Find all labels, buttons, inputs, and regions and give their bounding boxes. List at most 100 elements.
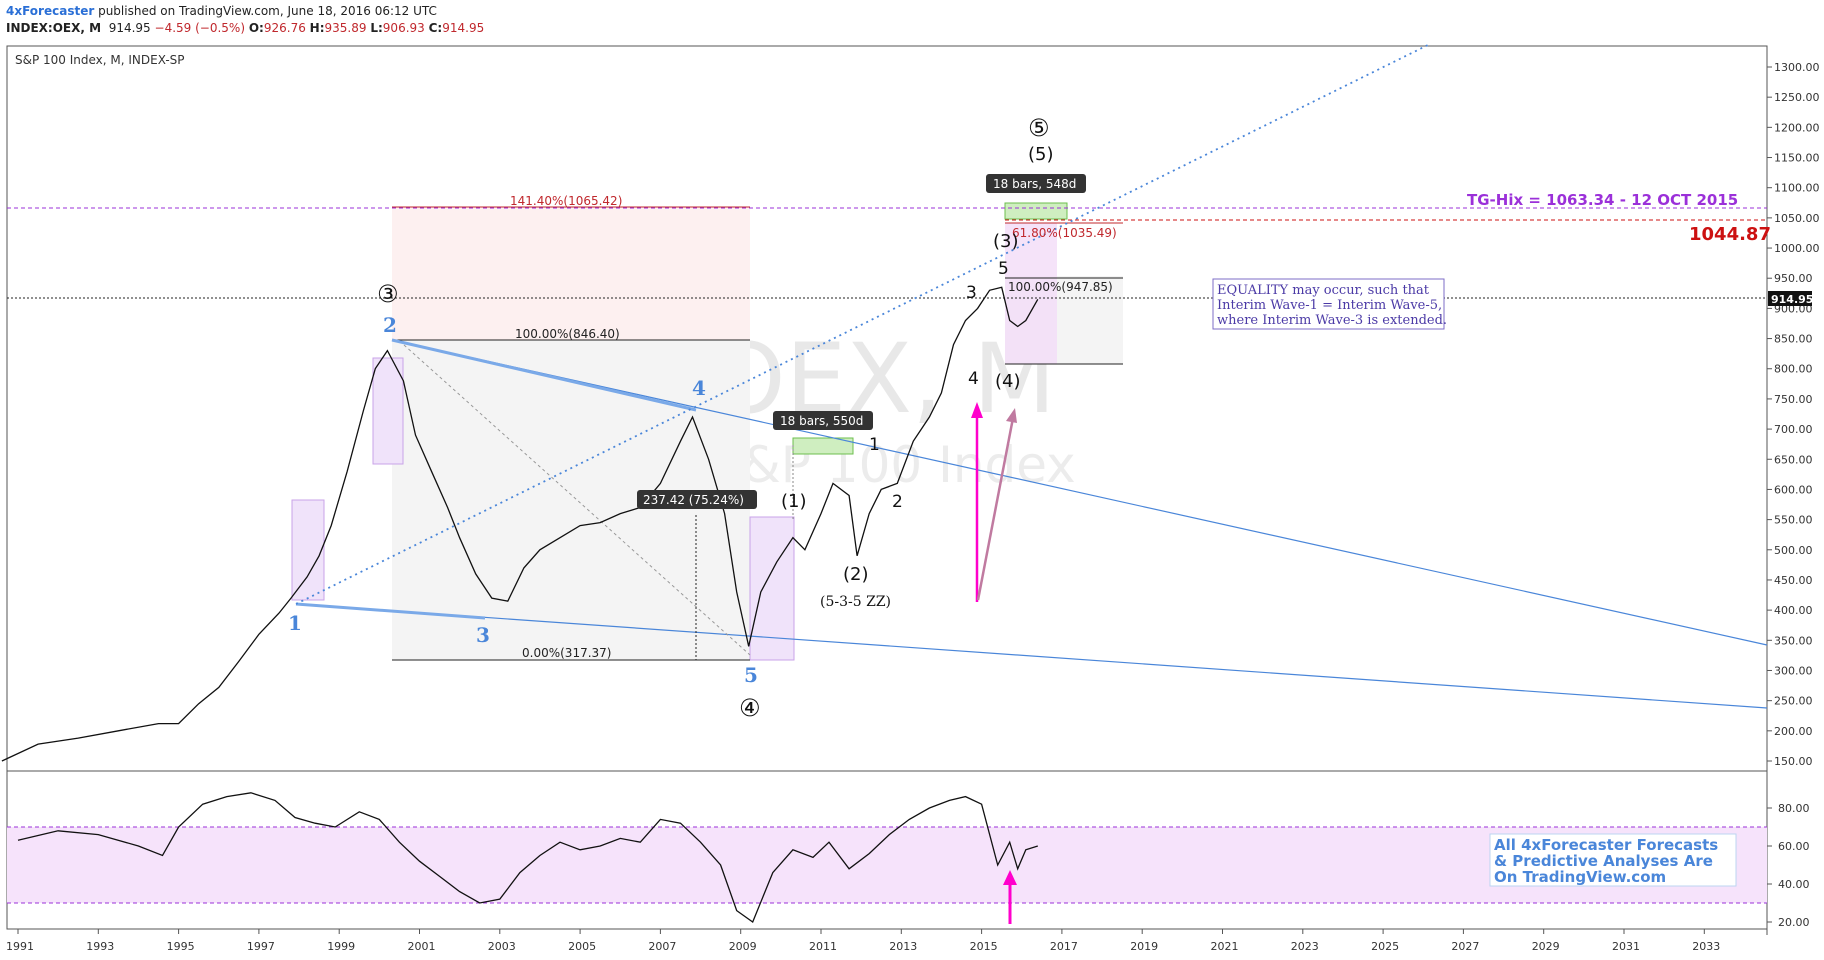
wave-small-4: 4 — [968, 369, 979, 389]
high-label: H: — [309, 21, 325, 35]
x-tick-label-16: 2023 — [1291, 940, 1319, 953]
wave-small-5: 5 — [998, 259, 1009, 279]
wave-label-1: 1 — [288, 611, 302, 635]
bars-callout-1-text: 18 bars, 550d — [780, 414, 863, 428]
x-tick-label-4: 1999 — [327, 940, 355, 953]
y-tick-label-13: 650.00 — [1774, 453, 1813, 466]
ohlc-header: INDEX:OEX, M 914.95 −4.59 (−0.5%) O:926.… — [6, 21, 484, 35]
y-tick-label-20: 300.00 — [1774, 664, 1813, 677]
wave-paren-2: (2) — [843, 564, 869, 585]
promo-box — [1489, 833, 1737, 887]
fib-100b-label: 100.00%(947.85) — [1008, 280, 1113, 294]
watermark-symbol: OEX, M — [710, 323, 1056, 435]
y-tick-label-6: 1000.00 — [1774, 242, 1820, 255]
y-tick-label-1: 1250.00 — [1774, 91, 1820, 104]
measure-callout-text: 237.42 (75.24%) — [643, 493, 744, 507]
x-tick-label-17: 2025 — [1371, 940, 1399, 953]
y-tick-label-0: 1300.00 — [1774, 61, 1820, 74]
last-price: 914.95 — [108, 21, 151, 35]
upper-trendline-bold — [391, 338, 697, 412]
x-tick-label-2: 1995 — [167, 940, 195, 953]
wave-label-2: 2 — [383, 313, 397, 337]
watermark-name: S&P 100 Index — [710, 436, 1076, 494]
wave-circled-4: ④ — [739, 694, 761, 722]
wave-label-5: 5 — [744, 663, 758, 687]
x-tick-label-20: 2031 — [1612, 940, 1640, 953]
y-tick-label-15: 550.00 — [1774, 514, 1813, 527]
y-tick-label-9: 850.00 — [1774, 333, 1813, 346]
wave-paren-4: (4) — [995, 371, 1021, 392]
last-price-tag-text: 914.95 — [1771, 293, 1813, 306]
fib-61-label: 61.80%(1035.49) — [1012, 226, 1117, 240]
x-tick-label-3: 1997 — [247, 940, 275, 953]
bars-callout-1 — [773, 411, 873, 430]
y-tick-label-19: 350.00 — [1774, 634, 1813, 647]
low-label: L: — [370, 21, 383, 35]
published-text: published on TradingView.com, June 18, 2… — [98, 4, 437, 18]
author-link[interactable]: 4xForecaster — [6, 4, 95, 18]
y-tick-label-12: 700.00 — [1774, 423, 1813, 436]
x-tick-label-0: 1991 — [6, 940, 34, 953]
rsi-tick-label-2: 40.00 — [1778, 878, 1810, 891]
y-tick-label-22: 200.00 — [1774, 725, 1813, 738]
y-tick-label-7: 950.00 — [1774, 272, 1813, 285]
x-tick-label-19: 2029 — [1532, 940, 1560, 953]
close-value: 914.95 — [442, 21, 485, 35]
x-tick-label-11: 2013 — [889, 940, 917, 953]
wave-circled-3: ③ — [377, 280, 399, 308]
x-tick-label-15: 2021 — [1211, 940, 1239, 953]
wave-small-1: 1 — [869, 435, 880, 455]
close-label: C: — [428, 21, 443, 35]
x-tick-label-14: 2019 — [1130, 940, 1158, 953]
level-1044-label: 1044.87 — [1689, 224, 1771, 245]
mauve-arrow-head — [1006, 408, 1017, 423]
price-change: −4.59 (−0.5%) — [154, 21, 246, 35]
x-tick-label-5: 2001 — [408, 940, 436, 953]
lower-trendline — [295, 603, 1768, 709]
wave-label-4: 4 — [692, 376, 706, 400]
y-tick-label-11: 750.00 — [1774, 393, 1813, 406]
rsi-band — [7, 827, 1767, 903]
promo-line-2: & Predictive Analyses Are — [1494, 852, 1713, 870]
y-tick-label-4: 1100.00 — [1774, 182, 1820, 195]
dotted-trendline — [295, 43, 1431, 605]
y-tick-label-14: 600.00 — [1774, 483, 1813, 496]
mauve-arrow — [976, 417, 1015, 601]
bars-callout-2-text: 18 bars, 548d — [993, 177, 1076, 191]
wave-circled-5: ⑤ — [1028, 114, 1050, 142]
y-tick-label-17: 450.00 — [1774, 574, 1813, 587]
x-tick-label-6: 2003 — [488, 940, 516, 953]
low-value: 906.93 — [382, 21, 425, 35]
x-tick-label-13: 2017 — [1050, 940, 1078, 953]
wave-paren-3: (3) — [993, 231, 1019, 252]
symbol-label: INDEX:OEX, M — [6, 21, 102, 35]
rsi-tick-label-1: 60.00 — [1778, 840, 1810, 853]
rsi-magenta-arrow-head — [1003, 870, 1017, 885]
upper-trendline — [391, 339, 1768, 646]
wave-box-2 — [372, 357, 404, 465]
y-tick-label-5: 1050.00 — [1774, 212, 1820, 225]
y-tick-label-2: 1200.00 — [1774, 121, 1820, 134]
magenta-arrow-head — [971, 402, 983, 418]
equality-note-box — [1212, 278, 1445, 330]
equality-line-2: Interim Wave-1 = Interim Wave-5, — [1217, 298, 1442, 313]
wave-box-5 — [1005, 223, 1057, 364]
wave-paren-1: (1) — [781, 491, 807, 512]
wave-small-3: 3 — [966, 283, 977, 303]
measure-callout — [637, 490, 757, 509]
open-value: 926.76 — [263, 21, 306, 35]
fib-0-label: 0.00%(317.37) — [522, 646, 611, 660]
promo-line-1: All 4xForecaster Forecasts — [1494, 836, 1718, 854]
fib-100-label: 100.00%(846.40) — [515, 327, 620, 341]
y-tick-label-21: 250.00 — [1774, 695, 1813, 708]
y-tick-label-16: 500.00 — [1774, 544, 1813, 557]
rsi-series-line — [17, 792, 1038, 924]
publish-header: 4xForecaster published on TradingView.co… — [6, 4, 437, 18]
y-tick-label-10: 800.00 — [1774, 363, 1813, 376]
last-price-tag — [1768, 291, 1812, 306]
wave-small-2: 2 — [892, 492, 903, 512]
y-tick-label-18: 400.00 — [1774, 604, 1813, 617]
rsi-tick-label-0: 80.00 — [1778, 802, 1810, 815]
high-value: 935.89 — [324, 21, 367, 35]
